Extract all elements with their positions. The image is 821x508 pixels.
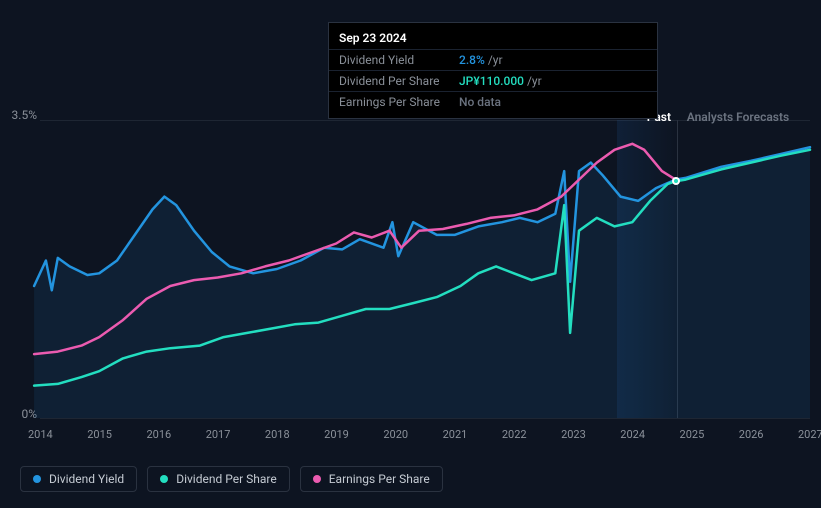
tooltip-row: Dividend Per ShareJP¥110.000/yr — [329, 70, 657, 91]
x-tick: 2019 — [324, 428, 349, 441]
tooltip-row-suffix: /yr — [488, 53, 503, 67]
tooltip-row-value: No data — [459, 95, 501, 109]
tooltip-row-suffix: /yr — [527, 74, 542, 88]
x-tick: 2027 — [798, 428, 821, 441]
legend-dot — [313, 475, 321, 483]
tooltip-row-value: 2.8% — [459, 53, 485, 67]
legend-label: Dividend Yield — [49, 472, 124, 486]
y-axis-max-label: 3.5% — [12, 108, 37, 122]
tooltip-row-value: JP¥110.000 — [459, 74, 524, 88]
legend-dot — [160, 475, 168, 483]
tooltip-date: Sep 23 2024 — [329, 29, 657, 49]
x-tick: 2026 — [739, 428, 764, 441]
chart-lines — [40, 120, 810, 418]
hover-marker — [672, 177, 680, 185]
chart-tooltip: Sep 23 2024 Dividend Yield2.8%/yrDividen… — [328, 22, 658, 119]
x-tick: 2025 — [680, 428, 705, 441]
chart-legend: Dividend Yield Dividend Per Share Earnings… — [20, 466, 443, 492]
x-tick: 2018 — [265, 428, 290, 441]
tooltip-row: Earnings Per ShareNo data — [329, 91, 657, 112]
legend-item[interactable]: Earnings Per Share — [300, 466, 443, 492]
plot-area[interactable]: Past Analysts Forecasts — [40, 120, 810, 418]
x-tick: 2017 — [206, 428, 231, 441]
x-tick: 2023 — [561, 428, 586, 441]
legend-label: Dividend Per Share — [176, 472, 277, 486]
tooltip-row-label: Dividend Yield — [339, 53, 459, 67]
x-tick: 2024 — [620, 428, 645, 441]
legend-dot — [33, 475, 41, 483]
legend-label: Earnings Per Share — [329, 472, 430, 486]
x-tick: 2015 — [87, 428, 112, 441]
x-tick: 2022 — [502, 428, 527, 441]
legend-item[interactable]: Dividend Per Share — [147, 466, 290, 492]
tooltip-row: Dividend Yield2.8%/yr — [329, 49, 657, 70]
x-tick: 2020 — [383, 428, 408, 441]
dividend-chart: 3.5% 0% Past Analysts Forecasts 20142015… — [0, 0, 821, 508]
tooltip-row-label: Earnings Per Share — [339, 95, 459, 109]
x-tick: 2014 — [28, 428, 53, 441]
tooltip-row-label: Dividend Per Share — [339, 74, 459, 88]
x-tick: 2021 — [443, 428, 468, 441]
legend-item[interactable]: Dividend Yield — [20, 466, 137, 492]
x-tick: 2016 — [146, 428, 171, 441]
